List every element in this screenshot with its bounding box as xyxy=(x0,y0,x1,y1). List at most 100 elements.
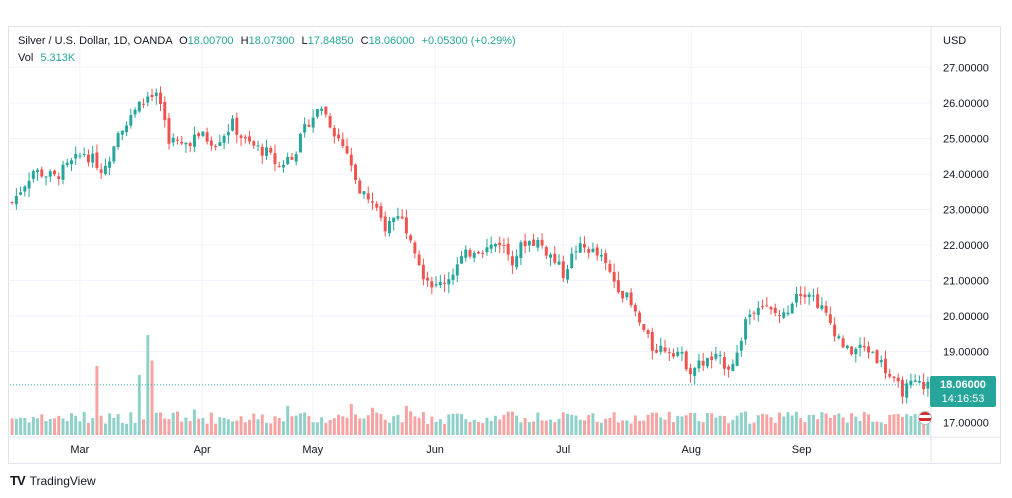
low-value: 17.84850 xyxy=(307,35,354,47)
candle-body xyxy=(116,133,120,148)
volume-bar xyxy=(506,411,510,435)
candle-body xyxy=(260,146,264,156)
candle-body xyxy=(523,240,527,247)
candle-body xyxy=(650,331,654,351)
candle-body xyxy=(171,137,175,143)
candle-body xyxy=(387,220,391,234)
candle-body xyxy=(248,136,252,142)
candle-body xyxy=(799,294,803,297)
candle-body xyxy=(926,381,930,389)
volume-bar xyxy=(693,412,697,435)
volume-bar xyxy=(332,418,336,435)
currency-label[interactable]: USD xyxy=(943,35,967,47)
candle-body xyxy=(718,354,722,356)
volume-bar xyxy=(553,422,557,435)
candle-body xyxy=(400,216,404,219)
symbol-title[interactable]: Silver / U.S. Dollar, 1D, OANDA xyxy=(18,35,173,47)
volume-bar xyxy=(133,423,137,435)
volume-bar xyxy=(616,422,620,435)
candle-body xyxy=(392,217,396,222)
volume-bar xyxy=(366,415,370,435)
candle-body xyxy=(409,235,413,241)
volume-bar xyxy=(447,414,451,435)
volume-bar xyxy=(120,422,124,435)
candle-body xyxy=(91,153,95,163)
volume-bar xyxy=(807,415,811,435)
candle-body xyxy=(850,346,854,355)
volume-bar xyxy=(286,405,290,435)
candle-body xyxy=(290,156,294,160)
volume-bar xyxy=(739,412,743,435)
volume-bar xyxy=(248,419,252,435)
candle-body xyxy=(663,347,667,352)
candle-body xyxy=(430,281,434,288)
volume-bar xyxy=(61,418,65,435)
volume-bar xyxy=(91,418,95,435)
volume-bar xyxy=(532,421,536,435)
candle-body xyxy=(841,338,845,348)
volume-bar xyxy=(95,365,99,435)
candle-body xyxy=(23,186,27,192)
candle-body xyxy=(790,303,794,314)
volume-bar xyxy=(769,417,773,435)
volume-bar xyxy=(557,418,561,435)
candle-body xyxy=(307,124,311,127)
volume-bar xyxy=(413,416,417,435)
volume-bar xyxy=(31,417,35,435)
us-flag-icon[interactable] xyxy=(918,411,932,425)
tradingview-logo[interactable]: TV TradingView xyxy=(10,473,96,488)
volume-bar xyxy=(604,418,608,435)
candle-body xyxy=(811,295,815,297)
volume-bar xyxy=(718,415,722,435)
volume-bar xyxy=(171,412,175,435)
high-value: 18.07300 xyxy=(248,35,295,47)
candle-body xyxy=(828,314,832,324)
candle-body xyxy=(570,253,574,268)
x-tick-label: Mar xyxy=(70,444,89,456)
volume-bar xyxy=(650,412,654,435)
candle-body xyxy=(209,140,213,146)
candle-body xyxy=(739,340,743,351)
candle-body xyxy=(426,277,430,281)
candle-body xyxy=(451,274,455,280)
volume-bar xyxy=(765,414,769,435)
candle-body xyxy=(676,351,680,356)
candle-body xyxy=(608,263,612,272)
y-tick-label: 19.00000 xyxy=(943,347,989,359)
volume-bar xyxy=(112,417,116,435)
candle-body xyxy=(684,351,688,370)
candle-body xyxy=(298,133,302,153)
volume-bar xyxy=(125,423,129,435)
volume-bar xyxy=(803,422,807,435)
candle-body xyxy=(625,292,629,298)
candle-body xyxy=(108,161,112,168)
candle-body xyxy=(655,349,659,353)
candle-body xyxy=(226,132,230,136)
candle-body xyxy=(417,254,421,266)
candle-body xyxy=(705,357,709,367)
candle-body xyxy=(638,312,642,323)
candle-body xyxy=(672,353,675,357)
candle-body xyxy=(404,217,408,234)
volume-bar xyxy=(78,421,82,435)
volume-bar xyxy=(260,414,264,435)
candle-body xyxy=(833,324,837,337)
candle-body xyxy=(616,280,620,293)
candle-body xyxy=(303,124,307,133)
volume-bar xyxy=(752,422,756,435)
candle-body xyxy=(731,363,735,372)
x-tick-label: Jun xyxy=(426,444,444,456)
candle-body xyxy=(154,92,158,97)
volume-legend: Vol 5.313K xyxy=(18,52,75,64)
volume-bar xyxy=(612,412,616,435)
candle-body xyxy=(858,344,862,348)
candle-body xyxy=(256,145,260,147)
volume-bar xyxy=(655,412,659,435)
candle-body xyxy=(633,305,637,312)
volume-bar xyxy=(218,417,222,435)
volume-bar xyxy=(574,415,578,435)
candle-body xyxy=(481,253,485,255)
volume-bar xyxy=(523,418,527,435)
candle-body xyxy=(515,256,519,268)
